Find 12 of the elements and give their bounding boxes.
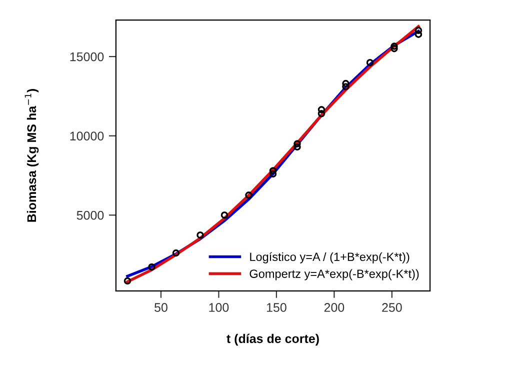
legend-label: Logístico y=A / (1+B*exp(-K*t)): [250, 252, 410, 264]
x-tick-label: 200: [324, 303, 344, 312]
x-axis-title: t (días de corte): [226, 334, 319, 346]
y-tick-label: 5000: [76, 210, 104, 220]
y-axis-title: Biomasa (Kg MS ha$^{−1}$): [24, 89, 39, 222]
x-tick-label: 150: [266, 303, 286, 312]
x-tick-label: 250: [382, 303, 402, 312]
y-tick-label: 15000: [70, 52, 104, 62]
x-tick-label: 50: [154, 303, 168, 312]
legend-label: Gompertz y=A*exp(-B*exp(-K*t)): [250, 269, 419, 280]
x-tick-label: 100: [209, 303, 229, 312]
y-tick-label: 10000: [70, 132, 104, 140]
